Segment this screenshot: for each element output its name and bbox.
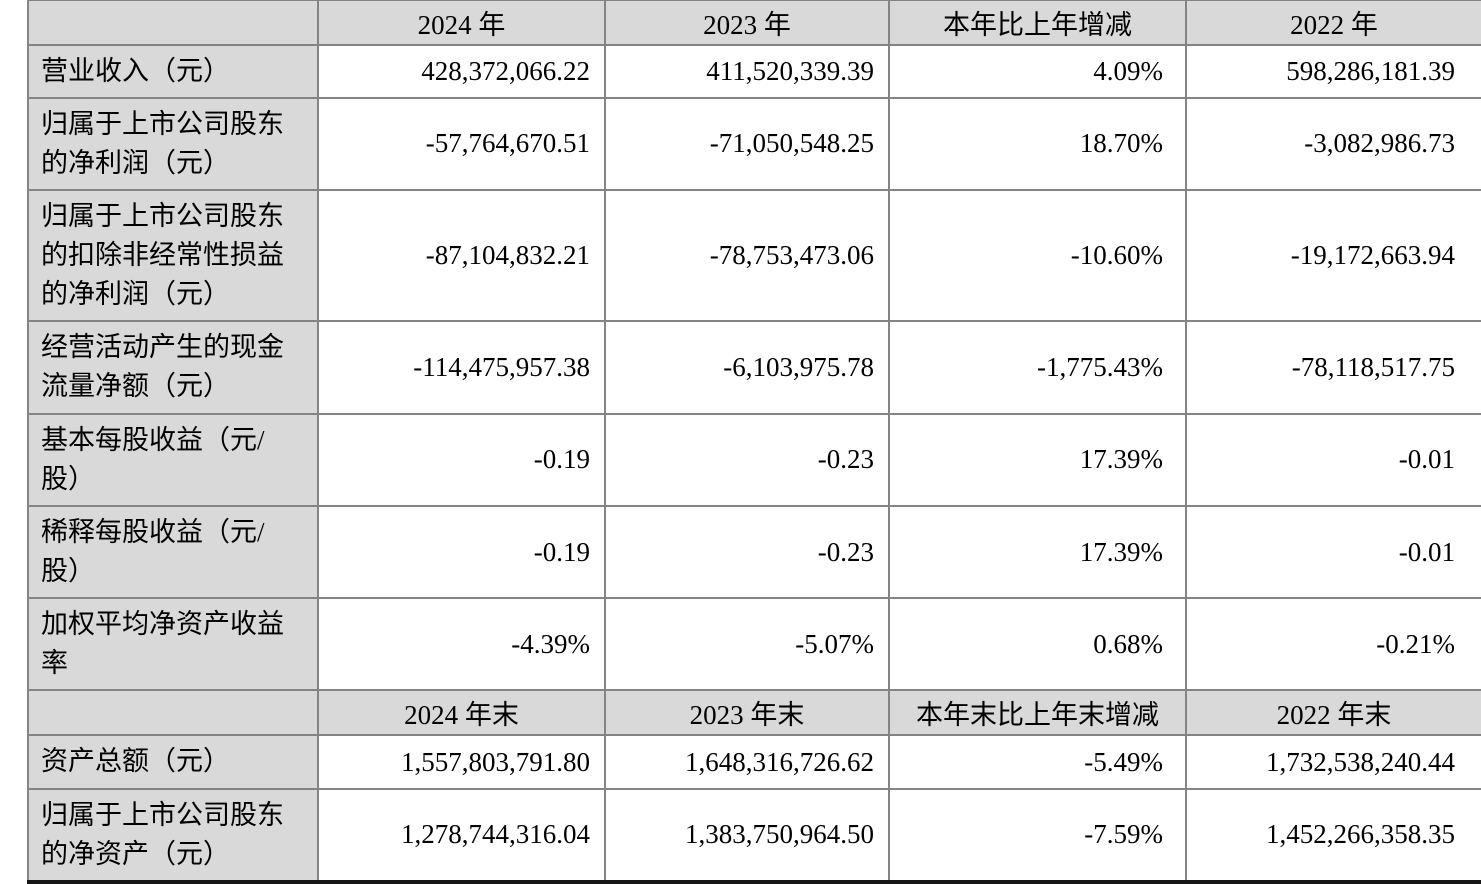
value-cell-2023: 1,648,316,726.62 [604, 734, 890, 790]
value-cell-2022: 1,732,538,240.44 [1185, 734, 1481, 790]
value-cell-2023: -78,753,473.06 [604, 188, 890, 323]
col-header-2022-end: 2022 年末 [1185, 689, 1481, 737]
col-header-2024-end: 2024 年末 [317, 689, 606, 737]
value-cell-2022: 598,286,181.39 [1185, 43, 1481, 99]
col-header-2024: 2024 年 [317, 0, 606, 46]
col-header-2023-end: 2023 年末 [604, 689, 890, 737]
row-label: 基本每股收益（元/股） [27, 412, 319, 507]
value-cell-2023: -0.23 [604, 412, 890, 507]
row-label: 资产总额（元） [27, 734, 319, 790]
value-cell-2024: 428,372,066.22 [317, 43, 606, 99]
value-cell-2024: -0.19 [317, 412, 606, 507]
table-row-weighted-avg-roe: 加权平均净资产收益率 -4.39% -5.07% 0.68% -0.21% [27, 597, 1481, 692]
table-row-basic-eps: 基本每股收益（元/股） -0.19 -0.23 17.39% -0.01 [27, 412, 1481, 507]
value-cell-2024: -114,475,957.38 [317, 320, 606, 415]
col-header-2023: 2023 年 [604, 0, 890, 46]
table-row-net-profit-excl-nonrecurring: 归属于上市公司股东的扣除非经常性损益的净利润（元） -87,104,832.21… [27, 188, 1481, 323]
value-cell-2023: -5.07% [604, 597, 890, 692]
value-cell-2024: -0.19 [317, 504, 606, 600]
value-cell-2024: -87,104,832.21 [317, 188, 606, 323]
value-cell-yoy: -5.49% [888, 734, 1187, 790]
corner-cell [27, 689, 319, 737]
row-label: 归属于上市公司股东的净资产（元） [27, 787, 319, 884]
value-cell-2022: -0.01 [1185, 412, 1481, 507]
table-header-row-annual: 2024 年 2023 年 本年比上年增减 2022 年 [27, 0, 1481, 46]
table-row-diluted-eps: 稀释每股收益（元/股） -0.19 -0.23 17.39% -0.01 [27, 504, 1481, 600]
value-cell-2024: -57,764,670.51 [317, 96, 606, 191]
table-row-total-assets: 资产总额（元） 1,557,803,791.80 1,648,316,726.6… [27, 734, 1481, 790]
corner-cell [27, 0, 319, 46]
value-cell-2024: 1,278,744,316.04 [317, 787, 606, 884]
row-label: 归属于上市公司股东的净利润（元） [27, 96, 319, 191]
value-cell-2022: -0.21% [1185, 597, 1481, 692]
value-cell-2022: -3,082,986.73 [1185, 96, 1481, 191]
value-cell-2024: 1,557,803,791.80 [317, 734, 606, 790]
col-header-yoy-change: 本年比上年增减 [888, 0, 1187, 46]
table-header-row-year-end: 2024 年末 2023 年末 本年末比上年末增减 2022 年末 [27, 689, 1481, 737]
financial-summary-table: 2024 年 2023 年 本年比上年增减 2022 年 营业收入（元） 428… [27, 0, 1481, 884]
value-cell-yoy: -1,775.43% [888, 320, 1187, 415]
col-header-year-end-change: 本年末比上年末增减 [888, 689, 1187, 737]
value-cell-2023: -6,103,975.78 [604, 320, 890, 415]
value-cell-2023: -71,050,548.25 [604, 96, 890, 191]
value-cell-yoy: -7.59% [888, 787, 1187, 884]
value-cell-2022: -0.01 [1185, 504, 1481, 600]
col-header-2022: 2022 年 [1185, 0, 1481, 46]
row-label: 归属于上市公司股东的扣除非经常性损益的净利润（元） [27, 188, 319, 323]
row-label: 经营活动产生的现金流量净额（元） [27, 320, 319, 415]
value-cell-2022: -78,118,517.75 [1185, 320, 1481, 415]
row-label: 加权平均净资产收益率 [27, 597, 319, 692]
table-row-net-profit: 归属于上市公司股东的净利润（元） -57,764,670.51 -71,050,… [27, 96, 1481, 191]
value-cell-2023: -0.23 [604, 504, 890, 600]
row-label: 稀释每股收益（元/股） [27, 504, 319, 600]
value-cell-yoy: 4.09% [888, 43, 1187, 99]
value-cell-yoy: 17.39% [888, 412, 1187, 507]
value-cell-2022: -19,172,663.94 [1185, 188, 1481, 323]
table-row-net-assets: 归属于上市公司股东的净资产（元） 1,278,744,316.04 1,383,… [27, 787, 1481, 884]
table-row-operating-revenue: 营业收入（元） 428,372,066.22 411,520,339.39 4.… [27, 43, 1481, 99]
row-label: 营业收入（元） [27, 43, 319, 99]
value-cell-yoy: -10.60% [888, 188, 1187, 323]
value-cell-2023: 411,520,339.39 [604, 43, 890, 99]
value-cell-2024: -4.39% [317, 597, 606, 692]
value-cell-yoy: 0.68% [888, 597, 1187, 692]
value-cell-2023: 1,383,750,964.50 [604, 787, 890, 884]
value-cell-2022: 1,452,266,358.35 [1185, 787, 1481, 884]
value-cell-yoy: 18.70% [888, 96, 1187, 191]
value-cell-yoy: 17.39% [888, 504, 1187, 600]
table-row-operating-cash-flow: 经营活动产生的现金流量净额（元） -114,475,957.38 -6,103,… [27, 320, 1481, 415]
